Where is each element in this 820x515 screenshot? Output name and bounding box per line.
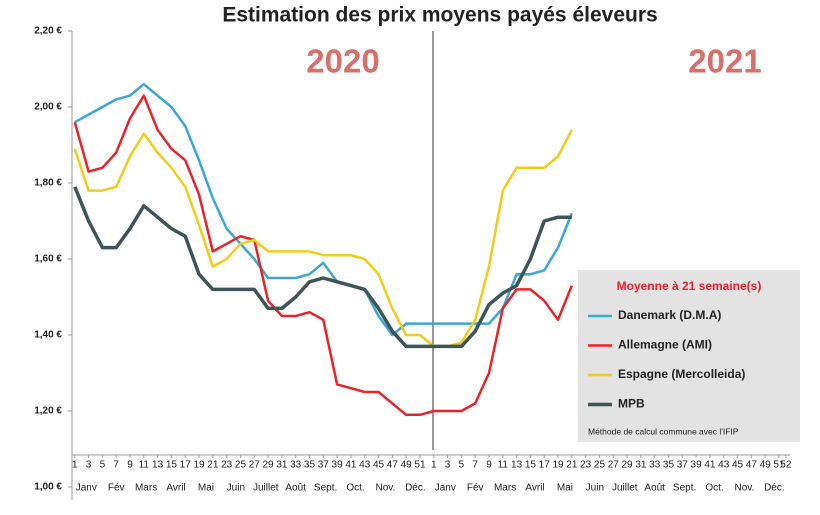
x-tick-label: 1: [72, 460, 78, 471]
x-tick-label: 47: [387, 460, 399, 471]
x-tick-label: 21: [207, 460, 219, 471]
x-tick-label: 17: [180, 460, 192, 471]
month-label: Août: [644, 483, 665, 494]
month-label: Mai: [198, 483, 214, 494]
x-tick-label: 45: [732, 460, 744, 471]
x-tick-label: 11: [139, 460, 150, 471]
month-label: Juin: [586, 483, 604, 494]
chart-title: Estimation des prix moyens payés éleveur…: [222, 4, 657, 27]
legend-label: Allemagne (AMI): [618, 338, 712, 352]
legend-label: Danemark (D.M.A): [618, 308, 721, 322]
x-tick-label: 23: [580, 460, 592, 471]
x-tick-label: 29: [622, 460, 634, 471]
x-tick-label: 37: [318, 460, 330, 471]
month-label: Oct.: [705, 483, 723, 494]
y-tick-label: 1,60 €: [34, 254, 62, 265]
note: Méthode de calcul commune avec l'IFIP: [588, 426, 739, 436]
x-tick-label: 52: [780, 460, 792, 471]
x-tick-label: 9: [486, 460, 492, 471]
x-tick-label: 7: [472, 460, 478, 471]
year-label: 2020: [306, 43, 379, 80]
month-label: Sept.: [673, 483, 696, 494]
x-tick-label: 5: [459, 460, 465, 471]
series-line: [74, 82, 573, 337]
x-tick-label: 9: [127, 460, 133, 471]
month-label: Fév: [108, 483, 125, 494]
x-tick-label: 19: [552, 460, 564, 471]
year-label: 2021: [688, 43, 761, 80]
x-tick-label: 33: [290, 460, 302, 471]
month-label: Déc.: [764, 483, 785, 494]
x-tick-label: 29: [263, 460, 275, 471]
month-label: Nov.: [376, 483, 396, 494]
x-tick-label: 49: [401, 460, 413, 471]
month-label: Juillet: [612, 483, 638, 494]
x-tick-label: 39: [691, 460, 703, 471]
x-tick-label: 5: [100, 460, 106, 471]
month-label: Août: [285, 483, 306, 494]
x-tick-label: 31: [635, 460, 647, 471]
x-tick-label: 39: [332, 460, 344, 471]
x-tick-label: 13: [511, 460, 523, 471]
x-tick-label: 7: [113, 460, 119, 471]
x-tick-label: 17: [539, 460, 551, 471]
y-tick-label: 1,40 €: [34, 330, 62, 341]
x-tick-label: 35: [304, 460, 316, 471]
series-line: [73, 94, 573, 417]
month-label: Avril: [166, 483, 185, 494]
month-label: Avril: [525, 483, 544, 494]
month-label: Mars: [135, 483, 157, 494]
x-tick-label: 3: [86, 460, 92, 471]
x-tick-label: 47: [746, 460, 758, 471]
month-label: Sept.: [314, 483, 337, 494]
x-tick-label: 41: [704, 460, 716, 471]
month-label: Juillet: [253, 483, 279, 494]
x-tick-label: 43: [359, 460, 371, 471]
month-label: Déc.: [405, 483, 426, 494]
x-tick-label: 1: [431, 460, 437, 471]
y-tick-label: 2,20 €: [34, 26, 62, 37]
month-label: Janv: [435, 483, 456, 494]
x-tick-label: 11: [498, 460, 509, 471]
x-tick-label: 51: [414, 460, 426, 471]
y-tick-label: 1,80 €: [34, 178, 62, 189]
y-tick-label: 2,00 €: [34, 102, 62, 113]
legend-box: [578, 270, 800, 442]
month-label: Mai: [557, 483, 573, 494]
x-tick-label: 13: [152, 460, 164, 471]
month-label: Juin: [227, 483, 245, 494]
legend-title: Moyenne à 21 semaine(s): [617, 279, 762, 293]
series-line: [73, 186, 572, 349]
x-tick-label: 51: [773, 460, 785, 471]
month-label: Janv: [76, 483, 97, 494]
y-tick-label: 1,20 €: [34, 406, 62, 417]
y-tick-label: 1,00 €: [34, 482, 62, 493]
legend-label: MPB: [618, 397, 645, 411]
x-tick-label: 49: [760, 460, 772, 471]
x-tick-label: 21: [566, 460, 578, 471]
x-tick-label: 37: [677, 460, 689, 471]
month-label: Mars: [494, 483, 516, 494]
x-tick-label: 3: [445, 460, 451, 471]
x-tick-label: 35: [663, 460, 675, 471]
legend-label: Espagne (Mercolleida): [618, 367, 745, 381]
series-line: [73, 129, 573, 348]
x-tick-label: 15: [525, 460, 537, 471]
x-tick-label: 27: [249, 460, 261, 471]
x-tick-label: 25: [235, 460, 247, 471]
month-label: Oct.: [346, 483, 364, 494]
x-tick-label: 19: [193, 460, 205, 471]
x-tick-label: 33: [649, 460, 661, 471]
x-tick-label: 41: [345, 460, 357, 471]
x-tick-label: 15: [166, 460, 178, 471]
x-tick-label: 27: [608, 460, 620, 471]
x-tick-label: 45: [373, 460, 385, 471]
month-label: Nov.: [735, 483, 755, 494]
month-label: Fév: [467, 483, 484, 494]
x-tick-label: 25: [594, 460, 606, 471]
x-tick-label: 31: [276, 460, 288, 471]
x-tick-label: 23: [221, 460, 233, 471]
x-tick-label: 43: [718, 460, 730, 471]
